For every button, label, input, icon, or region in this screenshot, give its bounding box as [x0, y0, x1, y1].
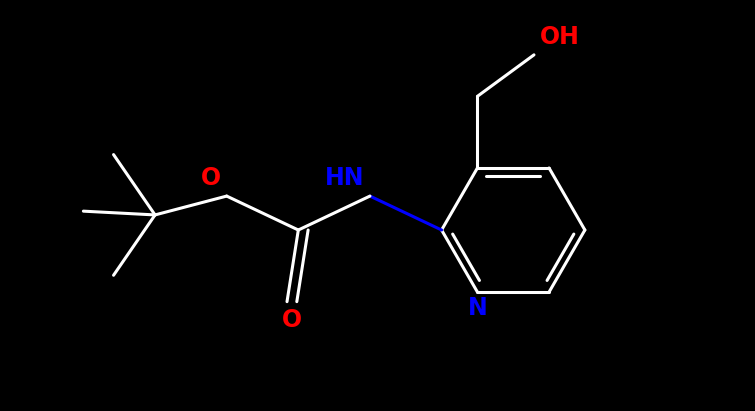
Text: O: O [282, 308, 301, 332]
Text: HN: HN [325, 166, 364, 190]
Text: OH: OH [540, 25, 580, 49]
Text: O: O [201, 166, 220, 190]
Text: N: N [467, 296, 487, 320]
